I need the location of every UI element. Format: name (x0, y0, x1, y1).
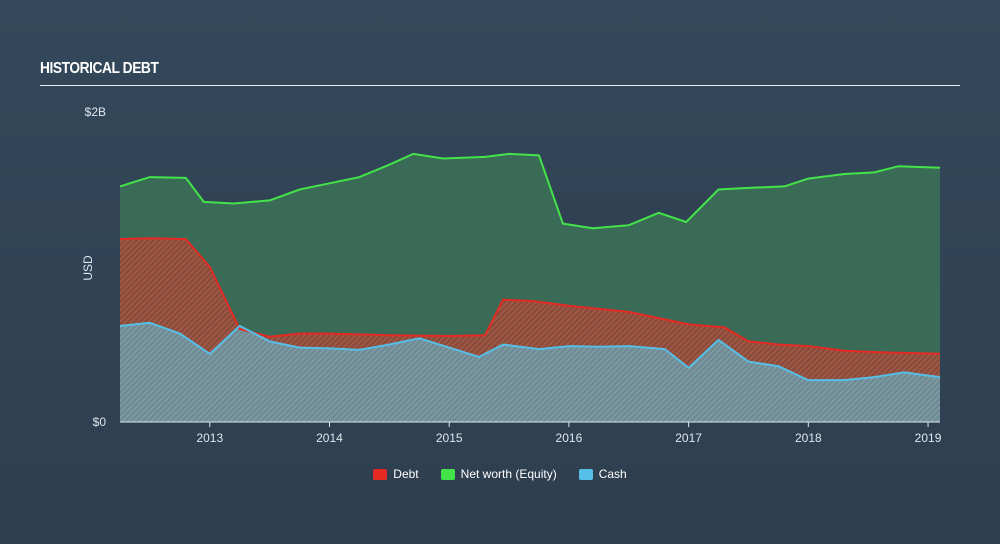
x-tick-label: 2014 (316, 431, 343, 445)
tick-layer: 2013 2014 2015 2016 2017 2018 2019 $0 $2B (85, 105, 942, 445)
y-tick-label: $0 (93, 415, 107, 429)
x-tick-label: 2019 (915, 431, 942, 445)
area-layer (120, 153, 940, 422)
y-axis-label: USD (81, 255, 95, 281)
legend-swatch-cash (578, 468, 593, 480)
legend-item-equity[interactable]: Net worth (Equity) (440, 467, 557, 481)
x-tick-label: 2013 (196, 431, 223, 445)
legend-item-debt[interactable]: Debt (373, 467, 419, 481)
chart-legend: Debt Net worth (Equity) Cash (0, 467, 1000, 481)
legend-label-equity: Net worth (Equity) (460, 467, 557, 481)
line-debt (119, 237, 941, 355)
x-tick-label: 2018 (795, 431, 822, 445)
title-divider (40, 85, 960, 86)
x-tick-label: 2017 (675, 431, 702, 445)
x-tick-label: 2016 (556, 431, 583, 445)
chart-title: HISTORICAL DEBT (40, 60, 159, 77)
legend-swatch-debt (373, 468, 388, 480)
y-tick-label: $2B (85, 105, 106, 119)
line-equity (119, 152, 941, 230)
line-layer (119, 152, 941, 382)
legend-swatch-equity (440, 468, 455, 480)
area-cash (120, 322, 940, 422)
legend-item-cash[interactable]: Cash (578, 467, 627, 481)
line-cash (119, 321, 941, 382)
legend-label-debt: Debt (393, 467, 419, 481)
x-tick-label: 2015 (436, 431, 463, 445)
legend-label-cash: Cash (598, 467, 627, 481)
